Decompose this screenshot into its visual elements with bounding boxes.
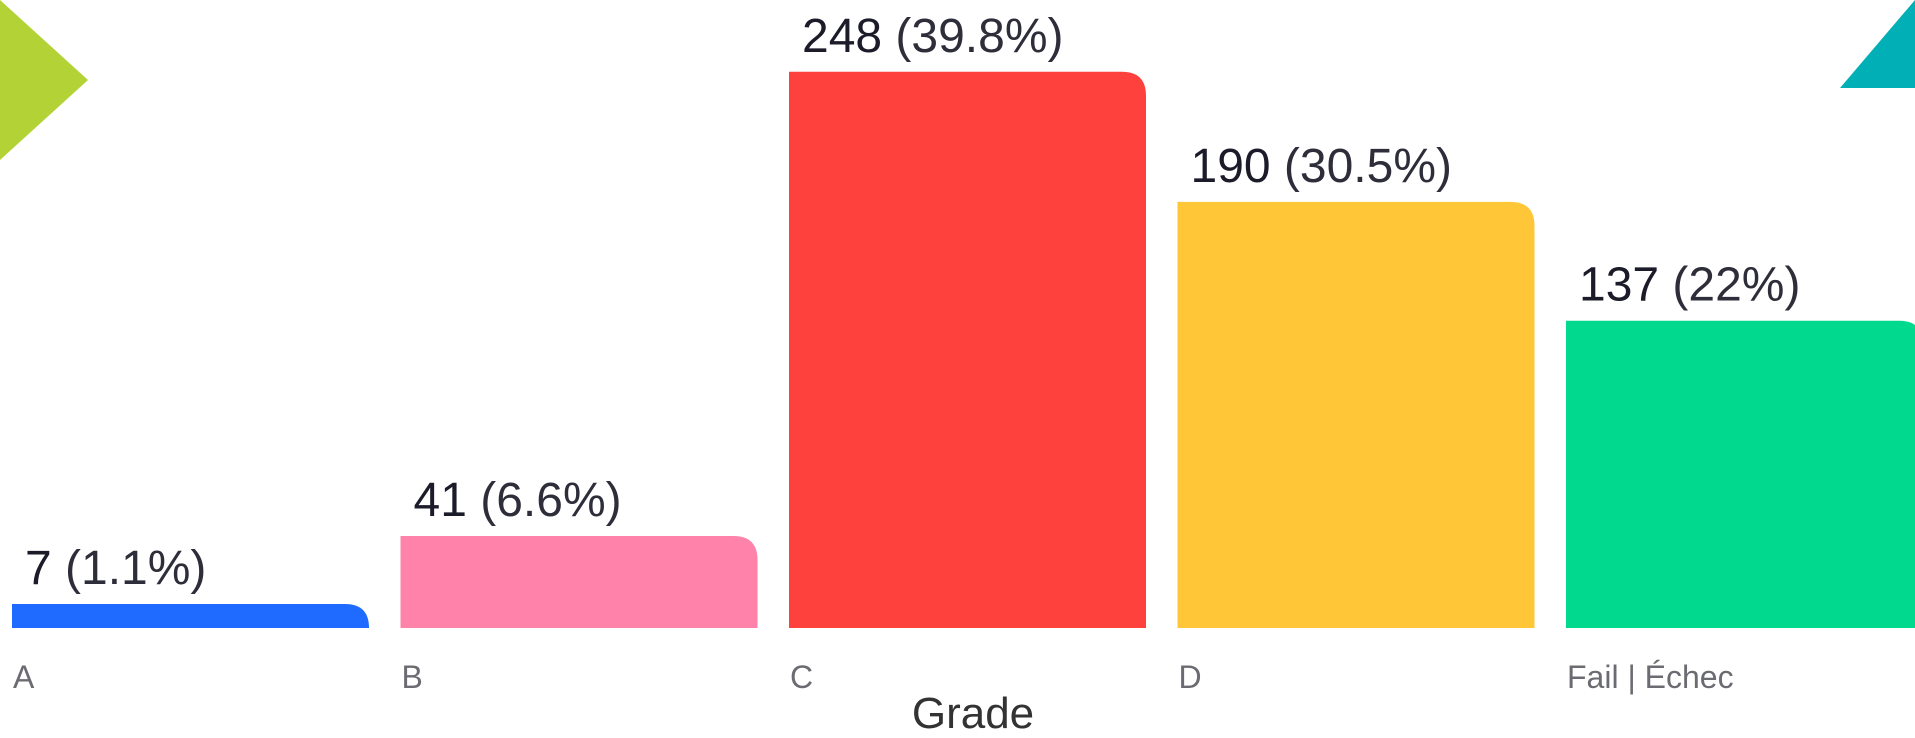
data-label-4: 137 (22%) [1579,259,1800,312]
data-label-0: 7 (1.1%) [25,542,206,595]
bar-4 [1566,320,1915,628]
data-label-percent-0: (1.1%) [52,542,207,595]
bars-layer [12,71,1915,629]
data-label-percent-4: (22%) [1659,259,1800,312]
data-label-value-4: 137 [1579,259,1659,312]
data-label-2: 248 (39.8%) [802,10,1064,63]
x-tick-label-1: B [402,659,423,695]
data-label-percent-3: (30.5%) [1271,140,1452,193]
x-tick-label-4: Fail | Échec [1567,659,1734,695]
x-axis-title: Grade [912,689,1034,733]
bar-2 [789,71,1146,629]
value-labels-layer: 7 (1.1%)41 (6.6%)248 (39.8%)190 (30.5%)1… [25,10,1800,595]
data-label-percent-1: (6.6%) [467,474,622,527]
x-tick-label-3: D [1179,659,1202,695]
decor-triangle-right [1840,0,1915,88]
x-tick-label-2: C [790,659,813,695]
data-label-1: 41 (6.6%) [414,474,622,527]
x-tick-label-0: A [13,659,35,695]
bar-1 [400,536,758,628]
data-label-value-0: 7 [25,542,52,595]
data-label-value-2: 248 [802,10,882,63]
data-label-value-3: 190 [1191,140,1271,193]
data-label-percent-2: (39.8%) [882,10,1063,63]
data-label-3: 190 (30.5%) [1191,140,1453,193]
decor-triangle-left [0,0,88,160]
bar-3 [1177,201,1535,628]
x-tick-labels-layer: A B C D Fail | Échec [13,659,1734,695]
bar-0 [12,604,369,628]
data-label-value-1: 41 [414,474,467,527]
